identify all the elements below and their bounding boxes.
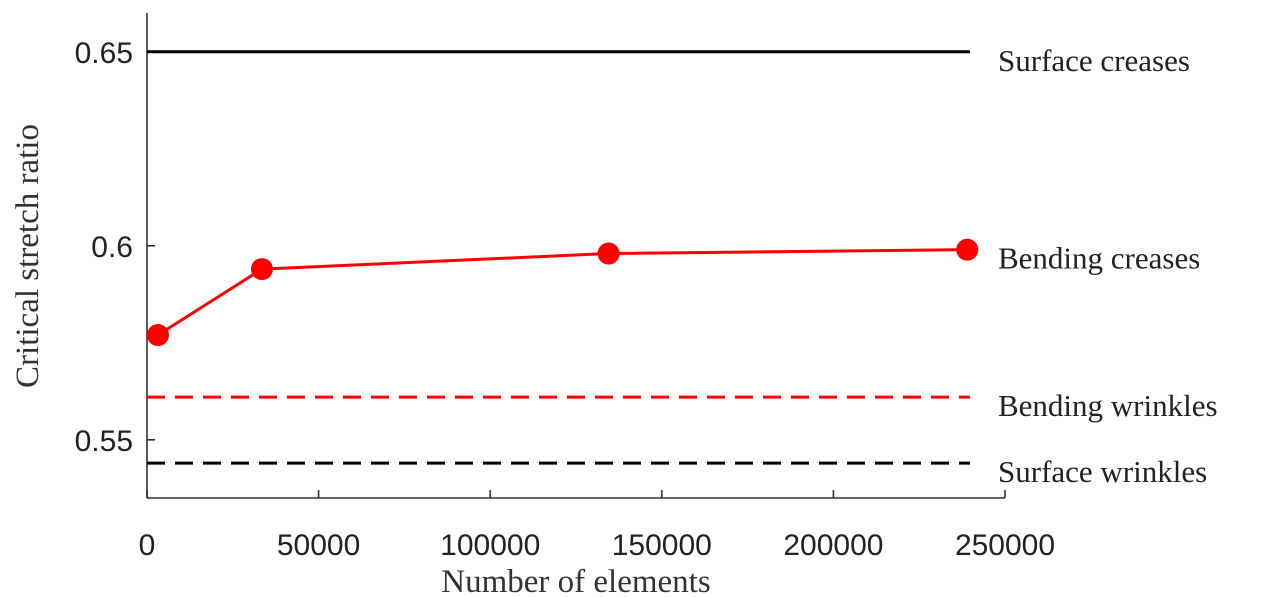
x-tick-label: 150000 [612, 529, 712, 562]
x-tick-label: 250000 [955, 529, 1055, 562]
y-tick-label: 0.65 [75, 37, 133, 70]
data-point [597, 242, 620, 265]
reference-line-label: Surface creases [998, 43, 1190, 78]
reference-line-label: Surface wrinkles [998, 454, 1207, 489]
data-point [146, 324, 169, 347]
axes: 0 50000 100000 150000 200000 250000 0.55 0.6 0.6… [75, 13, 1055, 562]
reference-line-label: Bending creases [998, 241, 1200, 276]
x-tick-label: 200000 [783, 529, 883, 562]
data-point [956, 238, 979, 261]
x-axis-label: Number of elements [441, 564, 710, 597]
y-axis-label: Critical stretch ratio [10, 124, 46, 388]
x-tick-label: 50000 [277, 529, 360, 562]
labels: Surface creases Bending creases Bending wr… [998, 43, 1218, 489]
data-point [250, 258, 273, 281]
data-series [146, 238, 979, 347]
y-tick-label: 0.6 [91, 231, 133, 264]
reference-lines [147, 50, 970, 465]
series-line [157, 248, 968, 337]
y-tick-label: 0.55 [75, 425, 133, 458]
reference-line-label: Bending wrinkles [998, 388, 1218, 423]
x-tick-label: 100000 [440, 529, 540, 562]
x-tick-label: 0 [139, 529, 156, 562]
